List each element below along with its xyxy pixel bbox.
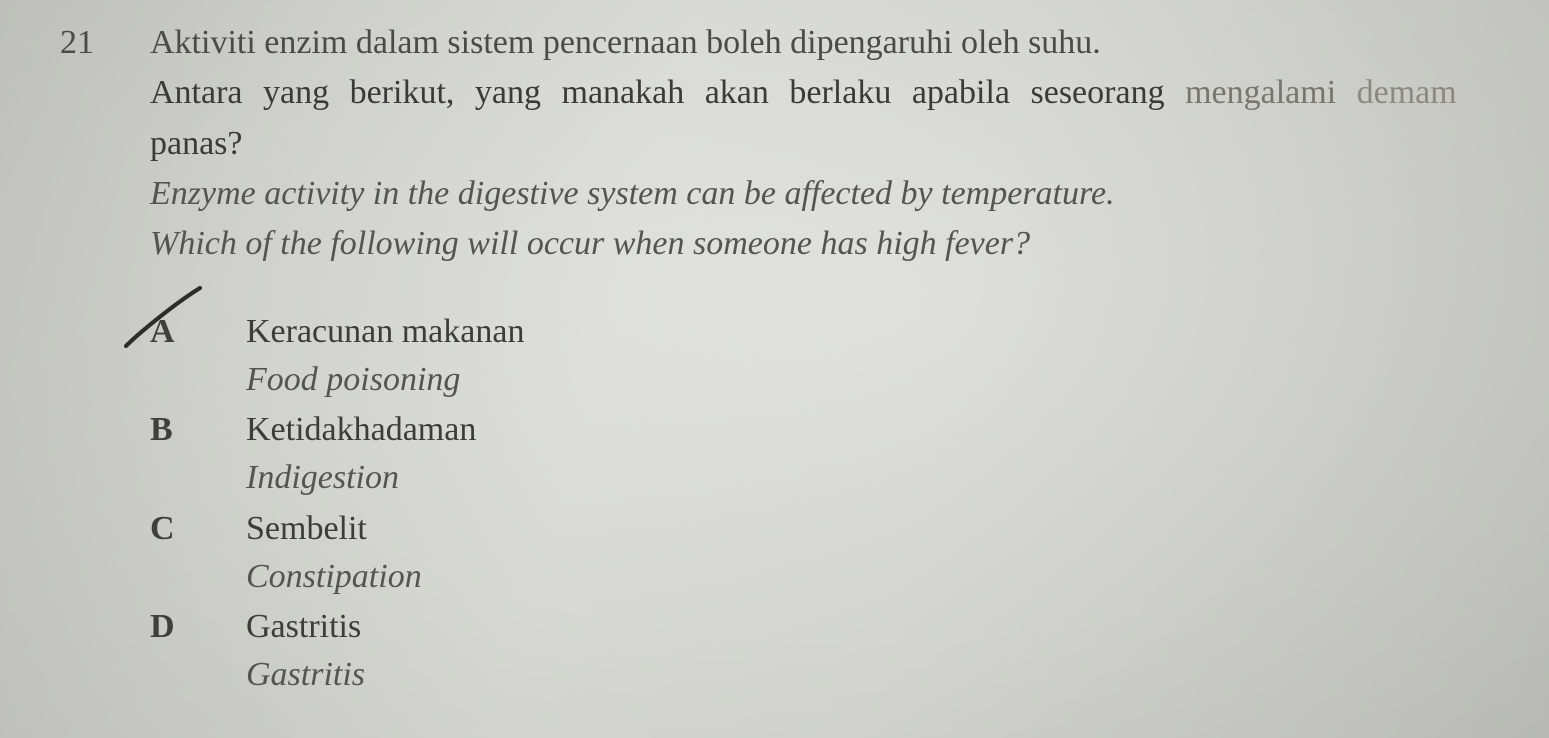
option-letter-c: C: [150, 505, 246, 553]
question-ms-line2c: demam: [1357, 74, 1457, 111]
option-c-en: Constipation: [246, 553, 422, 601]
option-letter-a: A: [150, 308, 246, 356]
question-ms-line2: Antara yang berikut, yang manakah akan b…: [150, 68, 1509, 118]
question-en-line1: Enzyme activity in the digestive system …: [150, 169, 1509, 219]
option-text-b: Ketidakhadaman Indigestion: [246, 406, 476, 503]
question-ms-line2a: Antara yang berikut, yang manakah akan b…: [150, 74, 1165, 111]
option-b[interactable]: B Ketidakhadaman Indigestion: [150, 406, 1509, 503]
option-letter-b: B: [150, 406, 246, 454]
option-text-c: Sembelit Constipation: [246, 505, 422, 602]
option-b-ms: Ketidakhadaman: [246, 406, 476, 454]
option-text-d: Gastritis Gastritis: [246, 603, 365, 700]
option-text-a: Keracunan makanan Food poisoning: [246, 308, 524, 405]
option-d-ms: Gastritis: [246, 603, 365, 651]
option-c[interactable]: C Sembelit Constipation: [150, 505, 1509, 602]
option-d[interactable]: D Gastritis Gastritis: [150, 603, 1509, 700]
option-b-en: Indigestion: [246, 454, 476, 502]
question-ms-line3: panas?: [150, 119, 1509, 169]
option-a[interactable]: A Keracunan makanan Food poisoning: [150, 308, 1509, 405]
option-c-ms: Sembelit: [246, 505, 422, 553]
option-a-en: Food poisoning: [246, 356, 524, 404]
option-letter-a-text: A: [150, 313, 175, 350]
option-a-ms: Keracunan makanan: [246, 308, 524, 356]
option-d-en: Gastritis: [246, 651, 365, 699]
question-ms-line2b: mengalami: [1185, 74, 1336, 111]
question-ms-line1: Aktiviti enzim dalam sistem pencernaan b…: [150, 18, 1509, 68]
question-body: Aktiviti enzim dalam sistem pencernaan b…: [150, 18, 1509, 702]
options-list: A Keracunan makanan Food poisoning B: [150, 308, 1509, 700]
option-letter-d: D: [150, 603, 246, 651]
question-en-line2: Which of the following will occur when s…: [150, 219, 1509, 269]
question-number: 21: [60, 18, 150, 66]
question-block: 21 Aktiviti enzim dalam sistem pencernaa…: [0, 0, 1549, 702]
question-row: 21 Aktiviti enzim dalam sistem pencernaa…: [60, 18, 1509, 702]
